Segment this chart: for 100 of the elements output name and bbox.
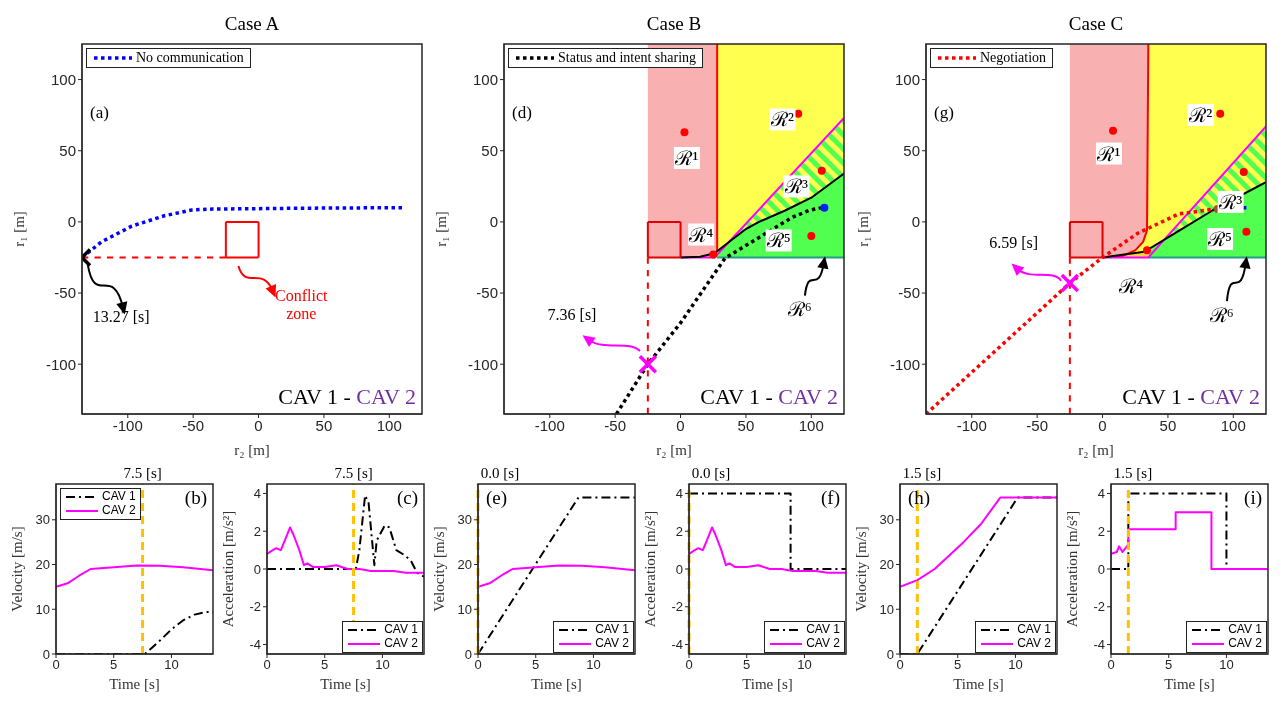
y-tick-label: 0 <box>67 213 76 231</box>
annotation: (b) <box>184 487 207 509</box>
y-tick-label: -50 <box>54 284 76 302</box>
y-tick-label: 0 <box>489 213 498 231</box>
x-axis-title: Time [s] <box>531 676 582 692</box>
x-axis-title: r₂ [m] <box>1078 442 1114 458</box>
y-tick-label: 20 <box>457 557 472 573</box>
x-tick-label: -100 <box>534 416 565 434</box>
annotation: ℛ⁴ <box>1118 274 1144 297</box>
x-tick-label: 100 <box>1220 416 1246 434</box>
y-tick-label: -4 <box>249 637 261 653</box>
chart-title: Case B <box>646 13 702 34</box>
y-tick-label: 4 <box>675 486 683 502</box>
y-tick-label: 30 <box>35 512 50 528</box>
x-tick-label: -100 <box>112 416 143 434</box>
y-axis-title: Velocity [m/s] <box>431 526 447 612</box>
legend-label: Negotiation <box>980 50 1047 67</box>
annotation: ℛ⁵ <box>1207 227 1233 250</box>
y-tick-label: -100 <box>45 355 76 373</box>
x-tick-label: 10 <box>164 657 179 673</box>
y-tick-label: -2 <box>1093 599 1105 615</box>
x-tick-label: -100 <box>956 416 987 434</box>
annotation: CAV 2 <box>350 384 416 409</box>
x-axis-title: Time [s] <box>1164 676 1215 692</box>
annotation: (i) <box>1244 487 1262 509</box>
x-tick-label: 10 <box>1008 657 1023 673</box>
legend-label: CAV 2 <box>384 636 418 651</box>
annotation: (f) <box>821 487 840 509</box>
annotation: CAV 1 - <box>700 384 773 409</box>
annotation: CAV 1 - <box>278 384 351 409</box>
y-tick-label: -2 <box>671 599 683 615</box>
x-axis-title: Time [s] <box>109 676 160 692</box>
y-tick-label: 30 <box>879 512 894 528</box>
legend-label: CAV 1 <box>1228 622 1262 638</box>
x-tick-label: 5 <box>110 657 118 673</box>
y-tick-label: 50 <box>59 142 76 160</box>
x-axis-title: Time [s] <box>953 676 1004 692</box>
y-tick-label: 0 <box>886 646 894 662</box>
annotation: ℛ² <box>1188 104 1213 127</box>
y-tick-label: 4 <box>253 486 261 502</box>
annotation: ℛ⁶ <box>1208 303 1234 326</box>
y-tick-label: 0 <box>1097 561 1105 577</box>
x-tick-label: 5 <box>1165 657 1173 673</box>
x-tick-label: 0 <box>263 657 271 673</box>
annotation: ℛ¹ <box>1096 142 1121 165</box>
y-axis-title: Velocity [m/s] <box>9 526 25 612</box>
ref-line-label: 7.5 [s] <box>334 465 373 481</box>
annotation: (d) <box>512 103 532 122</box>
y-tick-label: 50 <box>481 142 498 160</box>
legend-label: CAV 1 <box>102 489 136 504</box>
y-tick-label: 100 <box>472 70 498 88</box>
annotation: ℛ² <box>769 108 794 131</box>
annotation: (g) <box>934 103 954 122</box>
x-tick-label: 100 <box>798 416 824 434</box>
y-tick-label: -50 <box>476 284 498 302</box>
y-tick-label: 0 <box>464 646 472 662</box>
y-axis-title: Velocity [m/s] <box>853 526 869 612</box>
y-tick-label: 10 <box>35 601 50 617</box>
x-tick-label: 5 <box>532 657 540 673</box>
y-tick-label: -50 <box>898 284 920 302</box>
annotation: 13.27 [s] <box>92 307 150 325</box>
y-tick-label: 0 <box>911 213 920 231</box>
x-tick-label: 10 <box>375 657 390 673</box>
y-tick-label: -100 <box>889 355 920 373</box>
annotation: ℛ³ <box>783 175 808 198</box>
legend-label: CAV 2 <box>806 636 840 651</box>
legend-label: No communication <box>136 50 244 67</box>
y-tick-label: 2 <box>253 523 261 539</box>
legend-label: CAV 1 <box>1017 622 1051 638</box>
y-tick-label: 10 <box>457 601 472 617</box>
annotation: CAV 2 <box>1194 384 1260 409</box>
x-axis-title: r₂ [m] <box>656 442 692 458</box>
ref-line-label: 0.0 [s] <box>480 465 520 481</box>
ref-line-label: 1.5 [s] <box>1113 465 1153 481</box>
annotation: 7.36 [s] <box>547 305 597 323</box>
chart-title: Case C <box>1068 13 1124 34</box>
y-axis-title: Acceleration [m/s²] <box>220 510 236 628</box>
annotation: ℛ⁶ <box>786 297 812 320</box>
annotation: ℛ⁵ <box>765 229 791 252</box>
y-axis-title: Acceleration [m/s²] <box>642 510 658 628</box>
ref-line-label: 7.5 [s] <box>123 465 162 481</box>
y-axis-title: r₁ [m] <box>433 211 449 247</box>
y-tick-label: 50 <box>903 142 920 160</box>
y-tick-label: 100 <box>50 70 76 88</box>
x-tick-label: 10 <box>1219 657 1234 673</box>
x-axis-title: r₂ [m] <box>234 442 270 458</box>
x-tick-label: -50 <box>604 416 626 434</box>
y-tick-label: 10 <box>879 601 894 617</box>
annotation: (c) <box>396 487 418 509</box>
legend-label: CAV 1 <box>384 622 418 638</box>
y-tick-label: 0 <box>253 561 261 577</box>
x-tick-label: -50 <box>1026 416 1048 434</box>
x-tick-label: 5 <box>321 657 329 673</box>
legend-label: CAV 1 <box>595 622 629 638</box>
annotation: (h) <box>908 487 931 509</box>
y-tick-label: 0 <box>675 561 683 577</box>
y-tick-label: 100 <box>894 70 920 88</box>
y-tick-label: -4 <box>1093 637 1105 653</box>
y-tick-label: 20 <box>35 557 50 573</box>
legend-label: Status and intent sharing <box>558 50 697 67</box>
